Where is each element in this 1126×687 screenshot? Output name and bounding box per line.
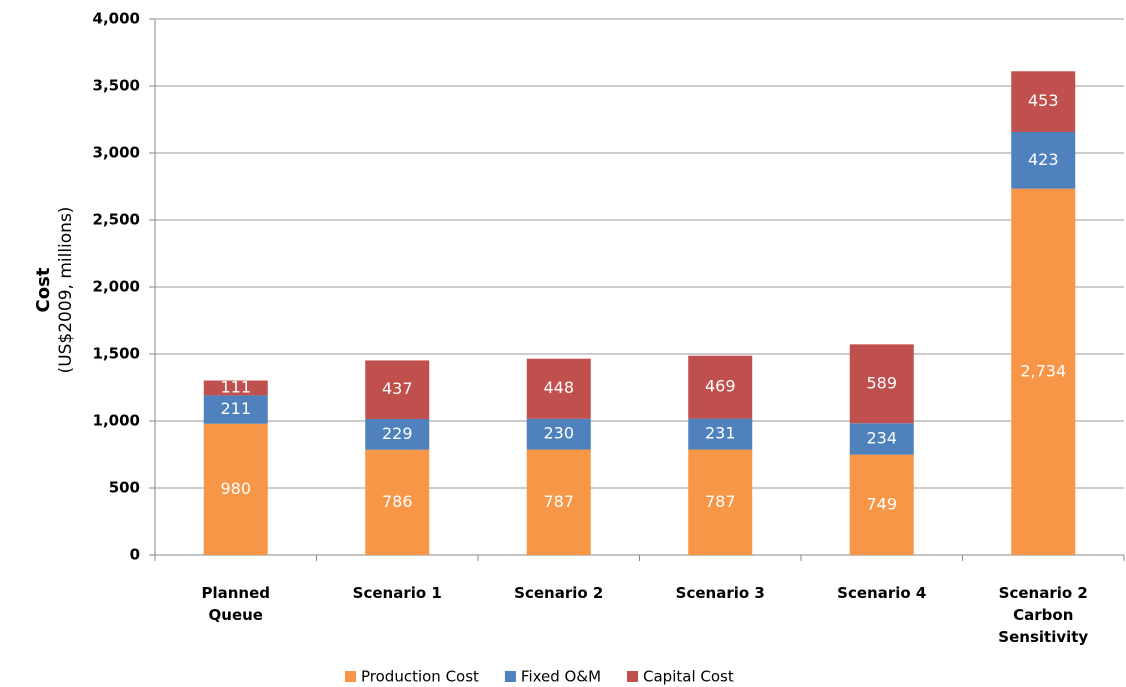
y-tick-label: 500 [109,479,140,497]
value-label: 211 [220,399,251,418]
x-tick-label: Planned Queue [201,584,271,624]
value-label: 980 [220,479,251,498]
bar-segment [849,454,914,555]
bar-segment [203,380,268,396]
value-label: 589 [866,373,897,392]
bar-segment [526,358,591,419]
bar-segment [365,418,430,450]
value-label: 453 [1028,91,1059,110]
x-tick-label: Scenario 1 [352,584,442,602]
bar-segment [1011,188,1076,556]
value-label: 437 [382,379,413,398]
value-label: 469 [705,377,736,396]
legend-label: Fixed O&M [521,668,601,686]
bar-segment [688,355,753,419]
bar-segment [526,449,591,555]
x-tick-label: Scenario 3 [675,584,765,602]
bar-segment [688,418,753,450]
value-label: 230 [543,424,574,443]
legend-swatch [504,671,516,682]
value-label: 787 [705,492,736,511]
value-label: 448 [543,378,574,397]
bar-segment [1011,131,1076,189]
value-label: 423 [1028,150,1059,169]
x-tick-label: Scenario 2 [514,584,604,602]
bar-segment [203,423,268,555]
y-tick-label: 2,000 [93,278,140,296]
y-tick-label: 0 [130,546,140,564]
y-tick-label: 4,000 [93,10,140,28]
legend-swatch [345,671,356,682]
bar-segment [526,418,591,450]
y-tick-label: 1,000 [93,412,140,430]
y-tick-label: 3,000 [93,144,140,162]
x-tick-label: Scenario 2 Carbon Sensitivity [998,584,1089,646]
value-label: 111 [220,377,251,396]
bar-segment [688,449,753,555]
y-tick-label: 2,500 [93,211,140,229]
y-axis-title: Cost [33,267,54,312]
value-label: 786 [382,492,413,511]
value-label: 2,734 [1020,361,1066,380]
bar-segment [1011,71,1076,132]
legend-label: Production Cost [361,668,479,686]
value-label: 787 [543,492,574,511]
bar-segment [365,449,430,555]
value-label: 229 [382,424,413,443]
legend-swatch [627,671,639,682]
bar-segment [849,344,914,424]
y-axis-subtitle: (US$2009, millions) [56,207,76,374]
y-tick-label: 1,500 [93,345,140,363]
value-label: 749 [866,494,897,513]
bar-segment [203,395,268,424]
bar-segment [849,423,914,455]
y-tick-label: 3,500 [93,77,140,95]
legend-label: Capital Cost [643,668,734,686]
value-label: 231 [705,424,736,443]
value-label: 234 [866,428,897,447]
bar-segment [365,360,430,419]
x-tick-label: Scenario 4 [837,584,927,602]
